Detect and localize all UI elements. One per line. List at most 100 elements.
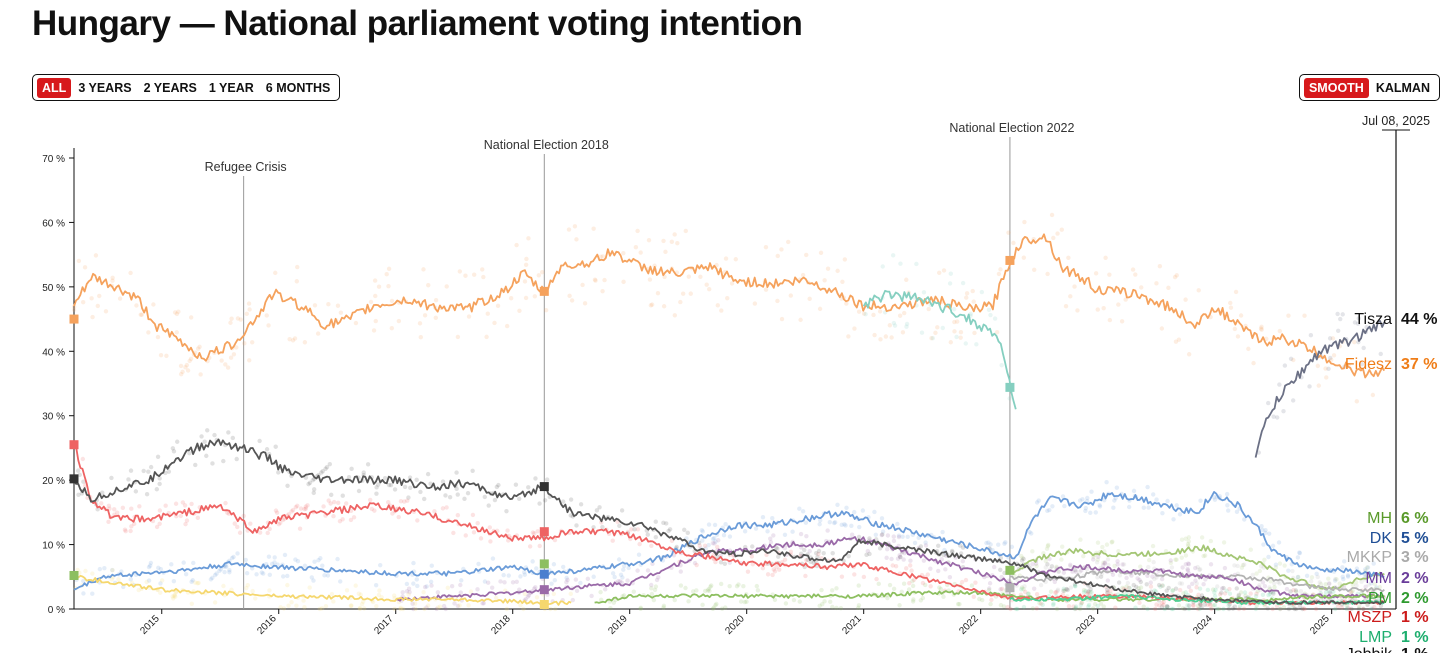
poll-dot: [713, 539, 718, 544]
poll-dot: [1034, 606, 1039, 611]
poll-dot: [1026, 591, 1031, 596]
poll-dot: [1078, 602, 1084, 607]
poll-dot: [325, 573, 331, 578]
poll-dot: [600, 254, 606, 259]
poll-dot: [661, 603, 667, 609]
poll-dot: [117, 296, 123, 301]
poll-dot: [340, 517, 345, 522]
smooth-button[interactable]: SMOOTH: [1303, 77, 1369, 98]
poll-dot: [1243, 593, 1248, 598]
poll-dot: [244, 311, 249, 317]
range-1-year-button[interactable]: 1 YEAR: [208, 80, 254, 95]
poll-dot: [1288, 589, 1293, 594]
poll-dot: [922, 582, 928, 588]
poll-dot: [144, 491, 150, 497]
poll-dot: [1213, 587, 1218, 593]
poll-dot: [1105, 590, 1110, 596]
poll-dot: [346, 474, 352, 480]
poll-dot: [129, 506, 134, 511]
poll-dot: [455, 603, 461, 609]
poll-dot: [1055, 231, 1060, 236]
poll-dot: [1301, 606, 1306, 611]
poll-dot: [470, 512, 476, 518]
poll-dot: [578, 502, 584, 507]
poll-dot: [849, 532, 855, 537]
poll-dot: [1054, 589, 1059, 595]
poll-dot: [1295, 574, 1301, 580]
poll-dot: [857, 524, 862, 530]
poll-dot: [414, 477, 419, 483]
poll-dot: [1019, 587, 1024, 592]
poll-dot: [1212, 593, 1218, 599]
poll-dot: [936, 543, 941, 549]
poll-dot: [1260, 580, 1266, 585]
poll-dot: [1323, 582, 1328, 587]
poll-dot: [872, 509, 877, 515]
poll-dot: [1179, 537, 1185, 542]
poll-dot: [80, 299, 86, 305]
poll-dot: [1276, 540, 1282, 545]
range-3-years-button[interactable]: 3 YEARS: [78, 80, 132, 95]
poll-dot: [580, 282, 585, 288]
poll-dot: [338, 579, 343, 584]
poll-dot: [246, 301, 252, 306]
poll-dot: [1180, 606, 1186, 611]
poll-dot: [1021, 587, 1026, 592]
poll-dot: [774, 564, 779, 570]
poll-dot: [1083, 508, 1088, 514]
poll-dot: [1006, 230, 1011, 235]
poll-dot: [1120, 562, 1125, 567]
poll-dot: [661, 605, 666, 610]
poll-dot: [522, 572, 528, 577]
poll-dot: [1255, 589, 1260, 594]
poll-dot: [418, 335, 424, 340]
poll-dot: [954, 334, 959, 340]
poll-dot: [1239, 565, 1245, 570]
poll-dot: [629, 527, 634, 532]
poll-dot: [259, 570, 264, 575]
range-2-years-button[interactable]: 2 YEARS: [143, 80, 197, 95]
poll-dot: [80, 456, 86, 462]
poll-dot: [861, 574, 867, 580]
poll-dot: [1085, 495, 1090, 501]
poll-dot: [1103, 255, 1108, 261]
poll-dot: [452, 601, 457, 606]
poll-dot: [653, 535, 659, 540]
poll-dot: [1327, 590, 1333, 595]
range-6-months-button[interactable]: 6 MONTHS: [265, 80, 331, 95]
current-date-label: Jul 08, 2025: [1362, 114, 1430, 128]
poll-dot: [904, 324, 909, 329]
poll-dot: [312, 303, 318, 308]
poll-dot: [919, 330, 925, 335]
poll-dot: [1356, 316, 1361, 321]
poll-dot: [229, 555, 235, 561]
poll-dot: [712, 522, 718, 528]
poll-dot: [1116, 302, 1121, 307]
poll-dot: [800, 272, 806, 278]
poll-dot: [718, 581, 724, 587]
poll-dot: [1045, 562, 1050, 567]
poll-dot: [1185, 603, 1190, 608]
poll-dot: [1332, 606, 1338, 612]
poll-dot: [707, 287, 712, 292]
poll-dot: [1210, 587, 1216, 592]
poll-dot: [1146, 505, 1151, 510]
kalman-button[interactable]: KALMAN: [1375, 80, 1430, 95]
poll-dot: [222, 569, 227, 575]
poll-dot: [1045, 271, 1050, 277]
poll-dot: [1158, 584, 1163, 589]
poll-dot: [265, 530, 270, 536]
poll-dot: [372, 508, 377, 513]
poll-dot: [1179, 555, 1184, 560]
poll-dot: [1141, 505, 1147, 510]
poll-dot: [1129, 573, 1134, 578]
poll-dot: [1165, 604, 1170, 609]
election-result-marker: [69, 314, 79, 324]
poll-dot: [280, 517, 286, 523]
poll-dot: [1228, 300, 1233, 306]
poll-dot: [1201, 582, 1206, 587]
poll-dot: [1232, 604, 1238, 609]
poll-dot: [357, 606, 363, 612]
range-all-button[interactable]: ALL: [37, 77, 72, 98]
poll-dot: [1079, 600, 1084, 606]
